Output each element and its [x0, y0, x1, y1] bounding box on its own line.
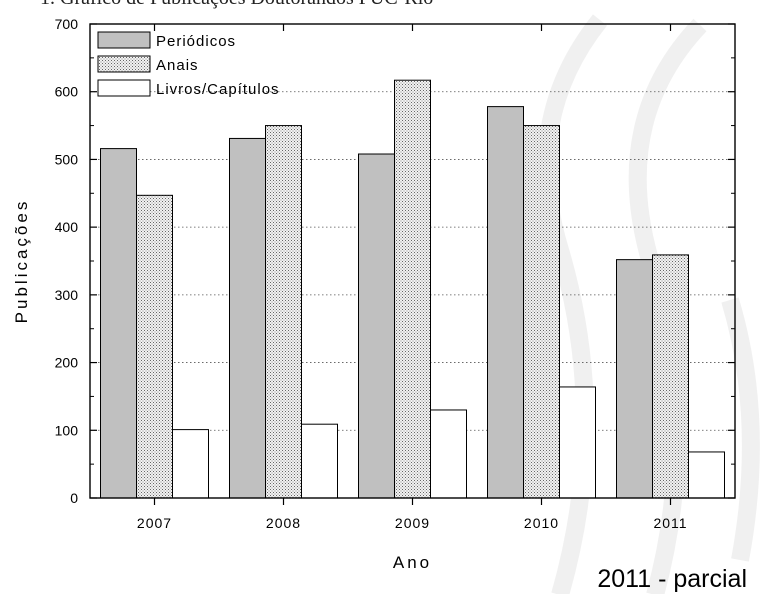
- bar: [265, 125, 302, 499]
- x-tick-label: 2008: [266, 515, 301, 531]
- annotation-note: 2011 - parcial: [597, 565, 747, 593]
- legend-swatch: [97, 55, 151, 73]
- bar: [136, 194, 173, 499]
- x-tick-label: 2010: [524, 515, 559, 531]
- bar: [652, 254, 689, 499]
- legend-label: Periódicos: [156, 33, 236, 50]
- bar: [523, 125, 560, 499]
- bar: [358, 153, 395, 499]
- header-fragment: 1. Gráfico de Publicações Doutorandos PU…: [40, 0, 433, 9]
- x-tick-label: 2011: [653, 515, 687, 531]
- y-tick-label: 0: [70, 490, 78, 506]
- y-tick-label: 600: [55, 84, 79, 100]
- bar: [229, 137, 266, 499]
- y-tick-label: 400: [55, 219, 79, 235]
- legend: Periódicos Anais Livros/Capítulos: [97, 31, 280, 98]
- x-tick-label: 2009: [395, 515, 430, 531]
- axes: 0 100 200 300 400 500 600 700 2007 2008 2009 2010 20…: [55, 16, 735, 531]
- bar: [100, 148, 137, 499]
- bar: [559, 386, 596, 499]
- bar: [616, 259, 653, 499]
- bar: [688, 451, 725, 499]
- bar: [394, 79, 431, 499]
- bar: [172, 429, 209, 499]
- legend-swatch: [97, 79, 151, 97]
- legend-swatch: [97, 31, 151, 49]
- bar: [430, 409, 467, 499]
- y-tick-label: 300: [55, 287, 79, 303]
- y-axis-label: Publicações: [12, 199, 31, 324]
- bars: [100, 79, 725, 499]
- y-tick-label: 100: [55, 422, 79, 438]
- legend-label: Anais: [156, 57, 199, 74]
- x-axis-label: Ano: [393, 553, 432, 572]
- legend-label: Livros/Capítulos: [156, 81, 280, 98]
- bar: [301, 423, 338, 499]
- x-tick-label: 2007: [137, 515, 172, 531]
- y-tick-label: 200: [55, 355, 79, 371]
- y-tick-label: 700: [55, 16, 79, 32]
- bar: [487, 106, 524, 499]
- y-tick-label: 500: [55, 151, 79, 167]
